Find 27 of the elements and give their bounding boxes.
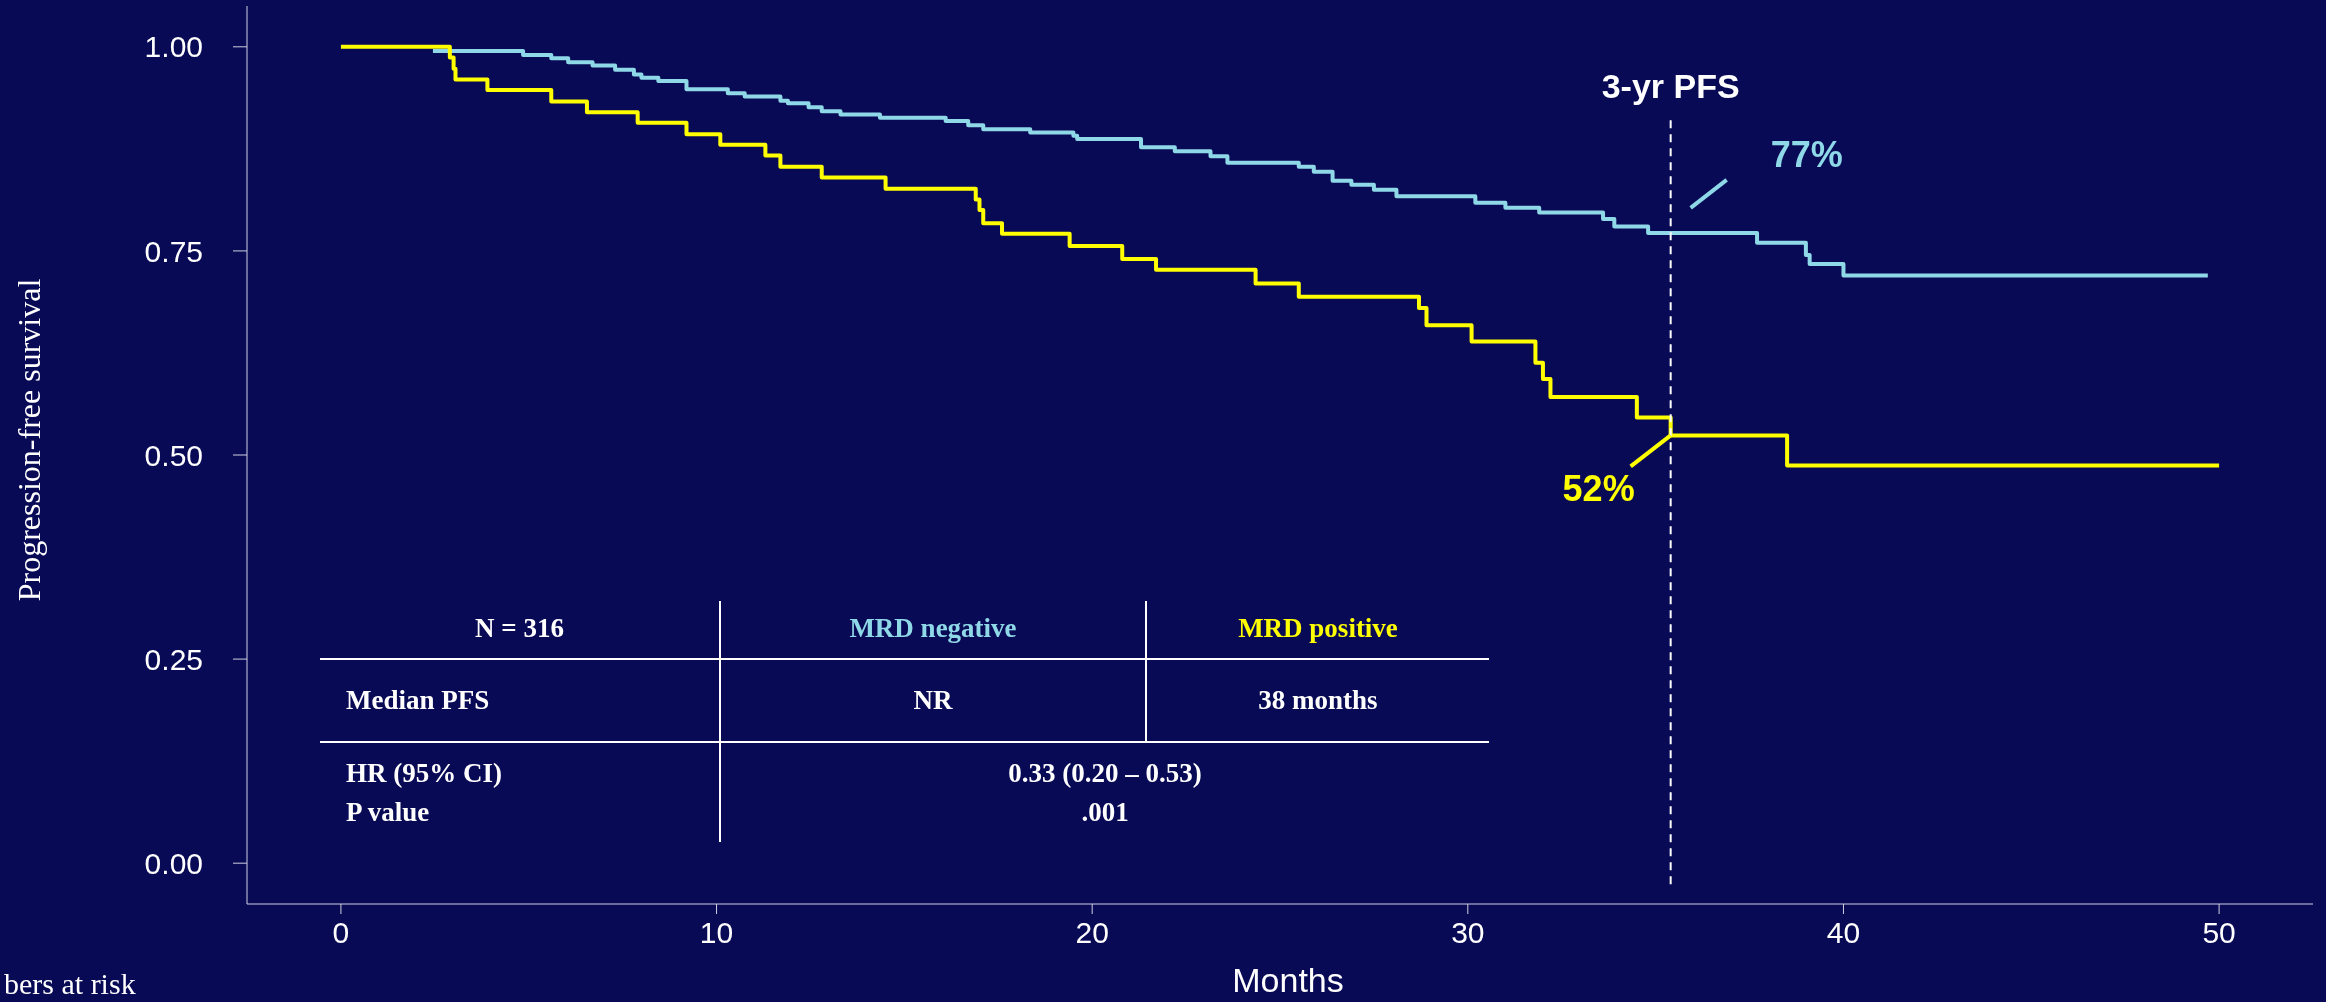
y-axis-title: Progression-free survival	[11, 278, 47, 602]
x-tick-label: 20	[1075, 916, 1109, 950]
x-tick-label: 30	[1451, 916, 1485, 950]
annotation: Median PFS	[346, 684, 490, 717]
y-tick-label: 0.50	[144, 438, 203, 472]
annotation: 77%	[1770, 133, 1843, 175]
annotation: 52%	[1562, 468, 1635, 510]
x-tick-label: 50	[2202, 916, 2236, 950]
annotation: NR	[913, 684, 953, 717]
ref-line-label: 3-yr PFS	[1601, 67, 1740, 106]
text: MRD negative	[849, 613, 1017, 643]
annotation: .001	[1081, 795, 1129, 829]
annotation: 0.33 (0.20 – 0.53)	[1008, 756, 1202, 790]
annotation: HR (95% CI)	[346, 756, 502, 790]
y-tick-label: 1.00	[144, 30, 203, 64]
x-axis-title: Months	[1232, 961, 1344, 999]
annotation: P value	[346, 795, 430, 829]
y-tick-label: 0.00	[144, 846, 203, 880]
y-tick-label: 0.75	[144, 234, 203, 268]
text: MRD positive	[1238, 613, 1398, 643]
text: bers at risk	[4, 967, 136, 1000]
x-tick-label: 10	[699, 916, 734, 950]
annotation: N = 316	[475, 612, 564, 645]
x-tick-label: 0	[332, 916, 350, 950]
x-tick-label: 40	[1826, 916, 1861, 950]
annotation: 38 months	[1258, 684, 1378, 717]
y-tick-label: 0.25	[144, 642, 203, 676]
